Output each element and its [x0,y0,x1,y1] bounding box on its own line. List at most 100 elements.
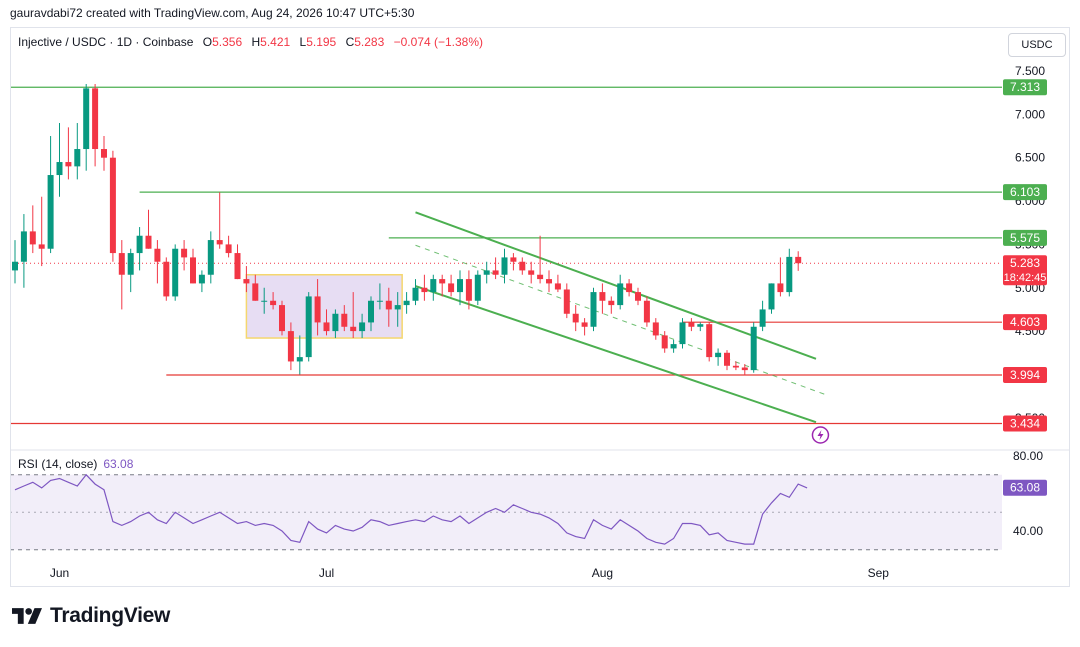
candle [661,331,668,353]
candle-body [617,283,624,306]
candle [216,192,223,249]
candle [652,318,659,340]
candle-body [92,88,99,150]
candle-body [554,283,561,290]
candle [643,296,650,327]
candle-body [661,335,668,349]
candle [599,283,606,314]
candle-body [332,313,339,332]
candle [777,257,784,297]
change-value: −0.074 (−1.38%) [393,35,484,49]
candle-body [777,283,784,293]
candle [510,253,517,271]
candle [74,123,81,180]
attribution-text: gauravdabi72 created with TradingView.co… [10,6,415,20]
candle-body [314,296,321,323]
candle-body [38,244,45,249]
candle-body [279,305,285,332]
tradingview-logo[interactable]: TradingView [12,604,170,628]
candle-body [643,300,650,323]
candle-body [145,235,152,249]
candle-body [385,300,392,310]
candle-body [207,240,214,275]
candle [101,136,107,171]
candle-body [65,162,72,167]
candle [554,274,561,293]
candle [145,209,152,249]
candle [608,296,615,314]
time-tick-label: Jun [50,566,69,580]
candle-body [376,300,383,302]
symbol-legend: Injective / USDC · 1D · Coinbase O5.356 … [18,35,483,49]
symbol-title[interactable]: Injective / USDC · 1D · Coinbase [18,35,194,49]
candle [279,300,285,336]
rsi-tick-label: 80.00 [1013,449,1043,463]
candle-body [412,287,419,301]
candle [163,257,170,301]
candle-body [305,296,312,358]
candle [501,248,508,284]
candle [252,274,259,301]
candle-body [341,313,348,327]
candle [519,257,526,275]
price-label-box [1003,255,1047,286]
candle [715,348,722,366]
candle [626,279,633,297]
candle-body [261,300,268,302]
candle-body [528,270,535,275]
candle [65,127,72,180]
candle-body [563,289,570,314]
candle [127,248,134,293]
price-label-text: 3.994 [1010,368,1040,382]
candle-body [786,256,793,293]
candle [270,292,277,310]
candle [430,274,437,301]
tradingview-logo-icon [12,608,42,624]
price-tick-label: 7.000 [1015,107,1045,121]
candle [412,279,419,306]
candle [12,240,18,284]
consolidation-range-box [245,273,403,339]
candle-body [225,244,232,254]
candle-body [474,274,481,301]
candle-body [252,283,259,301]
candle-body [74,149,81,167]
price-label-box [1003,366,1047,383]
price-label-text: 7.313 [1010,80,1040,94]
price-label-box [1003,184,1047,201]
candle-body [635,292,641,301]
candle-body [172,248,179,297]
candle [448,274,455,297]
candle-body [12,261,18,271]
alert-icon[interactable] [811,426,830,444]
candle [350,292,357,339]
candle-body [759,309,766,327]
candle [323,309,330,336]
candle-body [154,248,161,262]
candle [546,270,552,293]
candle [38,196,45,267]
candle [697,322,704,332]
price-label-box [1003,314,1047,331]
currency-button[interactable]: USDC [1008,33,1066,57]
candle-body [697,324,704,327]
candle-body [190,257,196,284]
candle [47,136,54,254]
rsi-tick-label: 40.00 [1013,524,1043,538]
candle [724,350,730,371]
candle-body [234,253,241,280]
candle-body [359,322,366,332]
candle-body [163,261,170,297]
candle [136,227,143,271]
candle [368,296,374,332]
candle [617,274,624,310]
candle [207,231,214,284]
candle [465,270,472,310]
candle-body [403,300,410,306]
price-label-box [1003,229,1047,246]
rsi-label[interactable]: RSI (14, close) [18,457,98,471]
low-label: L [299,35,307,49]
candle-body [670,344,677,349]
candle [83,84,90,171]
